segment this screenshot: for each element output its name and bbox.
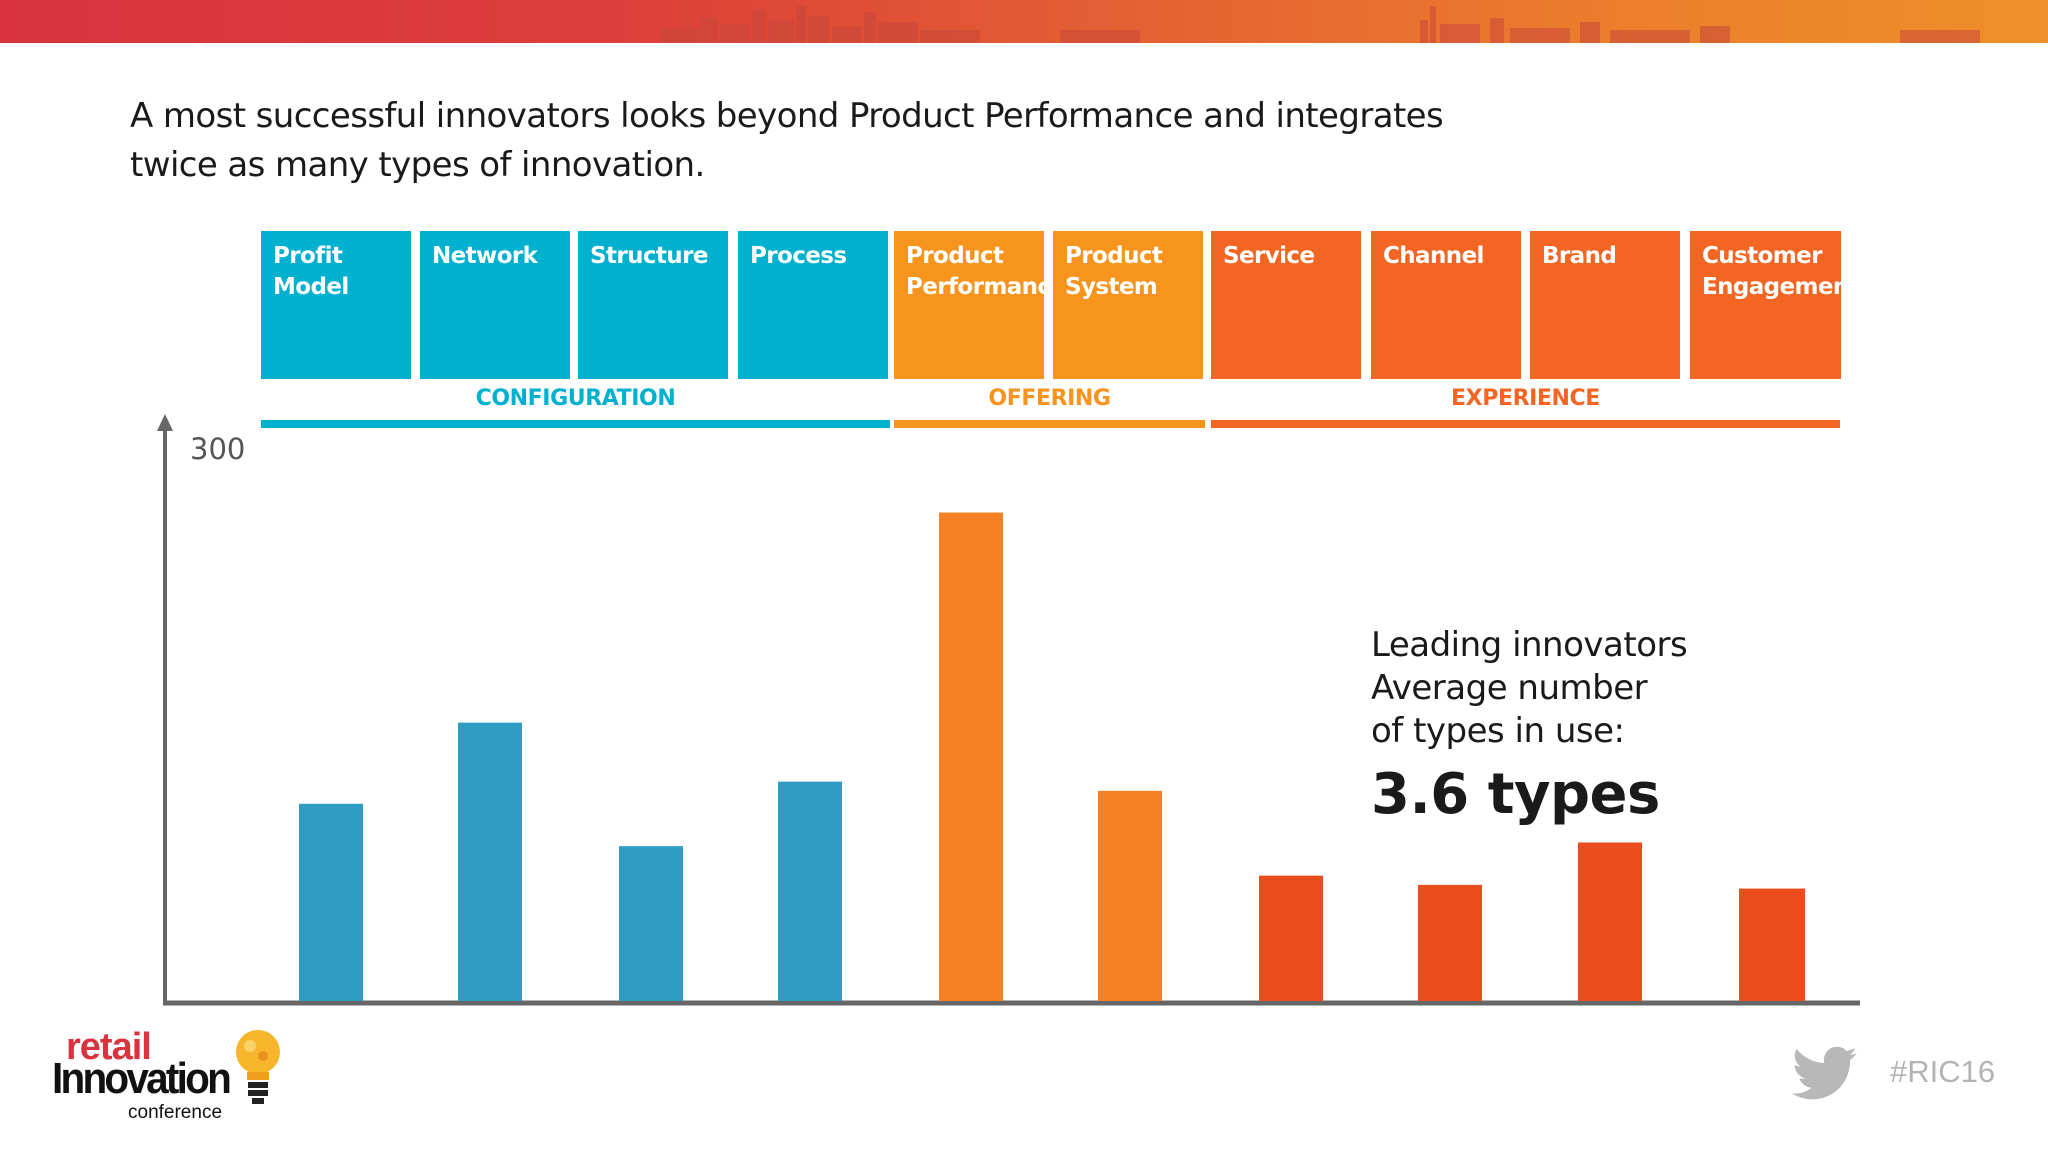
slide-headline: A most successful innovators looks beyon… xyxy=(130,92,1530,190)
lightbulb-icon xyxy=(236,1030,280,1104)
type-box-profit-model: Profit Model xyxy=(261,231,411,379)
group-line-experience xyxy=(1211,420,1840,428)
bar-network xyxy=(458,722,522,1001)
logo-word-conference: conference xyxy=(128,1102,223,1123)
type-box-process: Process xyxy=(738,231,888,379)
type-box-customer-engagement: Customer Engagement xyxy=(1690,231,1860,379)
group-line-configuration xyxy=(261,420,890,428)
group-label-experience: EXPERIENCE xyxy=(1451,386,1600,411)
bar-profit-model xyxy=(299,803,363,1001)
headline-line-1: A most successful innovators looks beyon… xyxy=(130,96,1444,136)
callout-line-3: of types in use: xyxy=(1371,711,1625,751)
type-box-product-system: Product System xyxy=(1053,231,1203,379)
group-line-offering xyxy=(894,420,1205,428)
bar-product-performance xyxy=(939,512,1003,1001)
top-banner xyxy=(0,0,2048,43)
event-hashtag: #RIC16 xyxy=(1890,1054,1996,1089)
bar-brand xyxy=(1578,842,1642,1001)
callout-value: 3.6 types xyxy=(1371,762,1660,827)
y-axis-arrowhead xyxy=(157,414,173,431)
group-label-configuration: CONFIGURATION xyxy=(475,386,676,411)
callout-line-2: Average number xyxy=(1371,668,1648,708)
logo-word-innovation: Innovation xyxy=(52,1054,232,1103)
callout: Leading innovators Average number of typ… xyxy=(1371,624,1688,831)
bar-series xyxy=(299,512,1805,1001)
group-label-offering: OFFERING xyxy=(988,386,1111,411)
bar-product-system xyxy=(1098,790,1162,1001)
twitter-bird-icon xyxy=(1792,1046,1857,1100)
callout-line-1: Leading innovators xyxy=(1371,625,1688,665)
headline-line-2: twice as many types of innovation. xyxy=(130,145,705,185)
type-box-brand: Brand xyxy=(1530,231,1680,379)
bar-channel xyxy=(1418,884,1482,1001)
type-box-channel: Channel xyxy=(1371,231,1521,379)
type-box-structure: Structure xyxy=(578,231,728,379)
logo-word-retail: retail xyxy=(66,1026,152,1068)
y-axis-tick-label: 300 xyxy=(190,432,246,466)
conference-logo: retail Innovation conference xyxy=(50,1026,290,1126)
type-box-service: Service xyxy=(1211,231,1361,379)
bar-customer-engagement xyxy=(1739,888,1805,1001)
type-box-network: Network xyxy=(420,231,570,379)
bar-structure xyxy=(619,846,683,1001)
type-box-product-performance: Product Performance xyxy=(894,231,1066,379)
bar-service xyxy=(1259,875,1323,1001)
city-skyline-graphic xyxy=(660,6,1980,43)
bar-process xyxy=(778,781,842,1001)
